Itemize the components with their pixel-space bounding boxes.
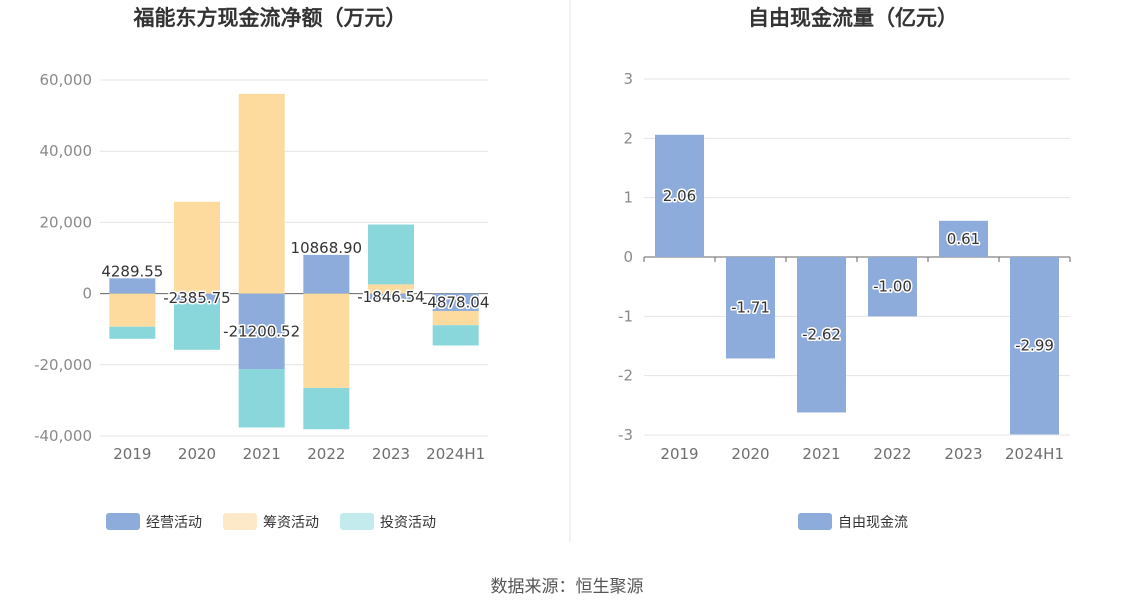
bar-free-cash-flow (797, 257, 846, 413)
left-legend-swatch (106, 513, 140, 530)
right-x-category-label: 2024H1 (1005, 445, 1064, 463)
left-legend-label: 经营活动 (146, 515, 202, 531)
right-y-tick-label: -2 (618, 367, 633, 385)
bar-operating (368, 293, 414, 301)
left-data-label: -21200.52 (223, 322, 300, 340)
left-x-axis-labels: 2019 2020 2021 2022 2023 2024H1 (113, 445, 485, 463)
bar-operating (109, 278, 156, 294)
left-data-label: 4289.55 (101, 262, 163, 280)
left-x-category-label: 2021 (243, 445, 281, 463)
bar-investing (109, 326, 156, 339)
right-y-tick-label: 1 (623, 189, 633, 207)
right-data-label: -1.71 (731, 299, 770, 317)
left-data-label: 10868.90 (291, 239, 363, 257)
left-x-category-label: 2020 (178, 445, 216, 463)
right-y-tick-label: -1 (618, 307, 633, 325)
bar-financing (174, 201, 220, 294)
left-legend-swatch (223, 513, 257, 530)
right-y-axis-ticks: 3 2 1 0 -1 -2 -3 (618, 70, 633, 444)
left-x-category-label: 2024H1 (426, 445, 485, 463)
right-data-label: -2.62 (802, 326, 841, 344)
right-y-tick-label: 0 (623, 248, 633, 266)
right-x-category-label: 2020 (731, 445, 769, 463)
cash-flow-net-chart: 福能东方现金流净额（万元） 60,000 40,000 20,000 0 -20,000… (34, 6, 491, 531)
bar-financing (303, 293, 350, 388)
right-y-tick-label: -3 (618, 426, 633, 444)
left-y-tick-label: -20,000 (34, 356, 92, 374)
left-legend-label: 筹资活动 (263, 514, 319, 531)
right-bars (655, 134, 1059, 435)
bar-free-cash-flow (655, 134, 704, 257)
bar-free-cash-flow (939, 220, 988, 257)
left-y-tick-label: 0 (82, 285, 92, 303)
left-x-category-label: 2022 (307, 445, 345, 463)
data-source-note: 数据来源：恒生聚源 (491, 577, 644, 597)
left-gridlines (100, 79, 488, 437)
right-x-category-label: 2022 (873, 445, 911, 463)
left-legend-label: 投资活动 (380, 515, 436, 531)
bar-operating (174, 293, 220, 303)
left-legend: 经营活动 筹资活动 投资活动 (106, 513, 436, 531)
left-y-tick-label: 40,000 (40, 142, 93, 160)
left-y-axis-ticks: 60,000 40,000 20,000 0 -20,000 -40,000 (34, 71, 92, 445)
bar-investing (238, 369, 285, 428)
right-data-label: 2.06 (663, 187, 696, 205)
left-y-tick-label: -40,000 (34, 427, 92, 445)
bar-investing (432, 325, 479, 346)
left-data-label: -4878.04 (422, 293, 489, 311)
right-y-tick-label: 2 (623, 129, 633, 147)
left-x-category-label: 2023 (372, 445, 410, 463)
bar-free-cash-flow (1010, 257, 1059, 435)
right-y-tick-label: 3 (623, 70, 633, 88)
right-legend-swatch (798, 513, 832, 530)
right-data-label: 0.61 (947, 230, 980, 248)
right-data-label: -2.99 (1015, 337, 1054, 355)
left-bars (109, 93, 479, 430)
bar-financing (432, 310, 479, 326)
left-y-tick-label: 20,000 (40, 213, 93, 231)
bar-operating (303, 254, 350, 294)
right-legend-label: 自由现金流 (838, 515, 908, 531)
left-data-label: -2385.75 (163, 289, 230, 307)
bar-operating (432, 293, 479, 311)
right-data-label: -1.00 (873, 278, 912, 296)
left-chart-title: 福能东方现金流净额（万元） (133, 6, 407, 30)
bar-investing (368, 224, 414, 285)
right-data-labels: 2.06 -1.71 -2.62 -1.00 0.61 -2.99 (661, 185, 1055, 356)
left-legend-swatch (340, 513, 374, 530)
right-x-category-label: 2023 (944, 445, 982, 463)
left-data-labels: 4289.55-2385.75 -21200.52 10868.90 -1846.54… (100, 237, 491, 341)
bar-investing (303, 387, 350, 430)
left-data-label: -1846.54 (357, 288, 424, 306)
bar-free-cash-flow (868, 257, 917, 317)
left-y-tick-label: 60,000 (40, 71, 93, 89)
left-x-category-label: 2019 (113, 445, 151, 463)
right-x-category-label: 2021 (802, 445, 840, 463)
bar-financing (238, 93, 285, 294)
right-legend: 自由现金流 (798, 513, 908, 531)
bar-financing (368, 284, 414, 294)
right-gridlines (643, 78, 1071, 436)
right-x-axis-labels: 2019 2020 2021 2022 2023 2024H1 (660, 445, 1064, 463)
bar-investing (174, 302, 220, 350)
bar-operating (238, 293, 285, 370)
right-x-category-label: 2019 (660, 445, 698, 463)
bar-financing (109, 293, 156, 327)
right-chart-title: 自由现金流量（亿元） (748, 6, 958, 30)
bar-free-cash-flow (726, 257, 775, 359)
